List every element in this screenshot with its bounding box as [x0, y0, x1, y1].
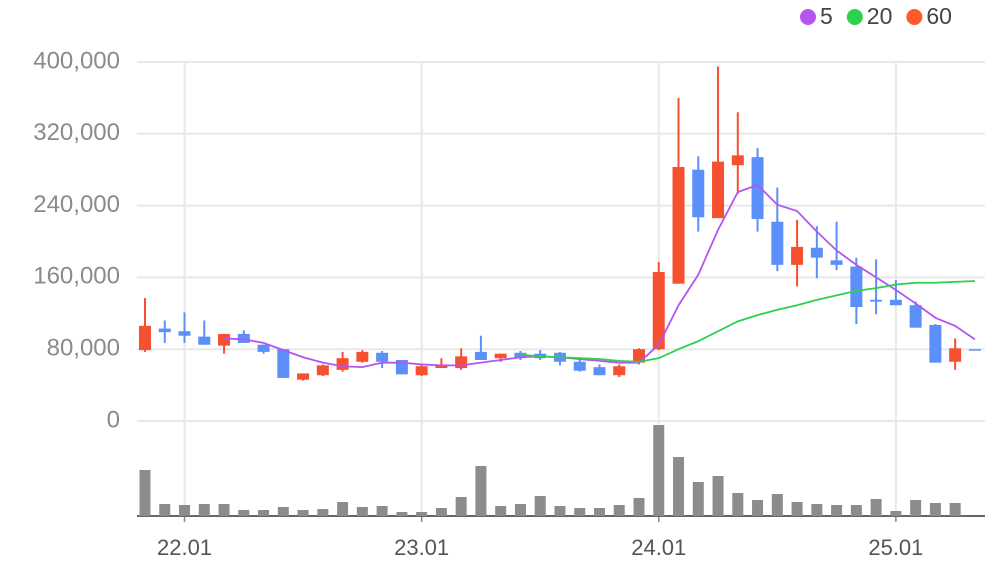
volume-bar [673, 457, 685, 516]
volume-bar [910, 500, 922, 516]
candle-body [494, 353, 507, 359]
legend-label: 20 [867, 3, 893, 29]
candle-body [712, 161, 725, 219]
candle-body [870, 299, 883, 302]
candle-body [573, 361, 586, 371]
y-tick-label: 0 [107, 406, 120, 433]
volume-bar [850, 505, 862, 516]
volume-bar [534, 496, 546, 516]
candle-body [356, 351, 369, 362]
volume-bar [791, 502, 803, 516]
legend-label: 5 [820, 3, 833, 29]
volume-bar [159, 504, 171, 516]
candle-body [929, 324, 942, 363]
candle-body [178, 331, 191, 336]
volume-bar [811, 504, 823, 516]
volume-bar [653, 425, 665, 516]
candle-body [949, 348, 962, 362]
candle-body [751, 157, 764, 220]
volume-bar [475, 466, 487, 516]
y-tick-label: 320,000 [33, 119, 120, 146]
candle-body [257, 344, 270, 352]
volume-bar [238, 510, 250, 516]
volume-bar [297, 510, 309, 516]
candle-body [316, 365, 329, 376]
ma-line [223, 183, 976, 369]
volume-bar [692, 482, 704, 516]
volume-bar [435, 508, 447, 516]
legend-marker [906, 9, 923, 25]
x-tick-label: 22.01 [157, 535, 212, 560]
volume-bar [396, 512, 408, 516]
volume-bar [258, 510, 270, 516]
candle-body [297, 373, 310, 380]
volume-bar [949, 503, 961, 516]
candle-body [336, 358, 349, 370]
candle-body [850, 266, 863, 308]
volume-bar [218, 504, 230, 516]
volume-bar [633, 498, 645, 516]
legend-marker [800, 9, 816, 25]
volume-bar [613, 505, 625, 516]
legend-label: 60 [926, 3, 952, 29]
candle-body [652, 272, 665, 350]
volume-bar [416, 512, 428, 516]
volume-bar [337, 502, 349, 516]
volume-bar [317, 509, 329, 516]
volume-bar [890, 511, 902, 516]
candle-body [810, 247, 823, 258]
volume-bar [514, 504, 526, 516]
candle-body [158, 328, 171, 333]
volume-bar [139, 470, 151, 516]
x-tick-label: 25.01 [868, 535, 923, 560]
volume-bar [554, 506, 566, 516]
candle-body [139, 325, 151, 351]
y-tick-label: 400,000 [33, 47, 120, 74]
candle-body [415, 366, 428, 376]
candle-body [613, 366, 626, 376]
candle-body [692, 169, 705, 218]
volume-bar [831, 505, 843, 516]
x-tick-label: 23.01 [394, 535, 449, 560]
volume-bar [929, 503, 941, 516]
candle-body [830, 260, 843, 265]
candle-body [672, 167, 685, 284]
candle-body [218, 333, 231, 346]
x-tick-label: 24.01 [631, 535, 686, 560]
y-tick-label: 240,000 [33, 191, 120, 218]
candle-body [889, 299, 902, 306]
candle-body [968, 349, 981, 351]
candle-body [771, 221, 784, 265]
volume-bar [870, 499, 882, 516]
candle-body [791, 246, 804, 265]
volume-bar [574, 508, 586, 516]
volume-bar [593, 508, 605, 516]
volume-bar [179, 505, 191, 516]
y-tick-label: 160,000 [33, 263, 120, 290]
volume-bar [712, 476, 724, 516]
volume-bar [356, 507, 368, 516]
candle-body [277, 349, 290, 378]
volume-bar [277, 507, 289, 516]
y-tick-label: 80,000 [47, 335, 120, 362]
volume-bar [771, 494, 783, 516]
candle-body [455, 356, 468, 369]
volume-bar [455, 497, 467, 516]
candle-body [474, 351, 487, 360]
candle-body [376, 352, 389, 362]
legend-marker [846, 9, 863, 25]
candle-body [731, 155, 744, 166]
ma-line [520, 280, 975, 363]
candle-body [909, 305, 922, 328]
candle-body [198, 336, 211, 345]
volume-bar [495, 506, 507, 516]
volume-bar [732, 493, 744, 516]
volume-bar [376, 506, 388, 516]
volume-bar [752, 500, 764, 516]
candle-body [593, 367, 606, 376]
volume-bar [198, 504, 210, 516]
